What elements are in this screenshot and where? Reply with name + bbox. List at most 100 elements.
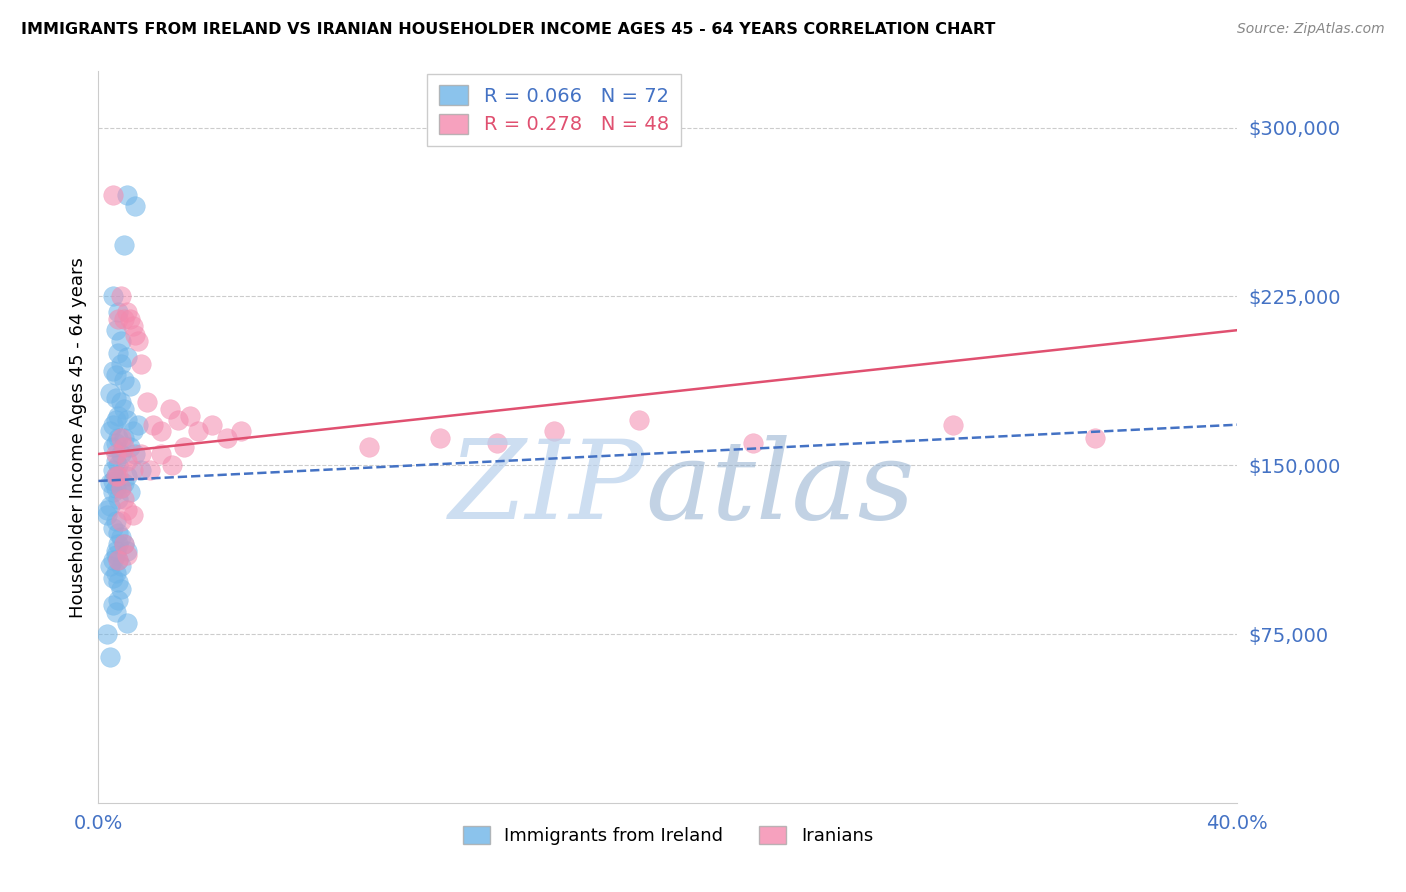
- Point: [101, 474, 124, 488]
- Point: [101, 598, 124, 612]
- Point: [104, 469, 127, 483]
- Point: [101, 188, 124, 202]
- Point: [107, 553, 129, 567]
- Point: [201, 417, 224, 432]
- Point: [115, 188, 138, 202]
- Point: [110, 530, 132, 544]
- Point: [942, 417, 965, 432]
- Point: [104, 548, 127, 562]
- Point: [101, 289, 124, 303]
- Text: Source: ZipAtlas.com: Source: ZipAtlas.com: [1237, 22, 1385, 37]
- Point: [98, 476, 121, 491]
- Point: [115, 469, 138, 483]
- Point: [110, 334, 132, 349]
- Point: [129, 447, 152, 461]
- Text: atlas: atlas: [645, 434, 915, 542]
- Point: [104, 323, 127, 337]
- Point: [107, 593, 129, 607]
- Point: [115, 503, 138, 517]
- Point: [110, 357, 132, 371]
- Point: [98, 559, 121, 574]
- Point: [110, 395, 132, 409]
- Point: [104, 605, 127, 619]
- Point: [121, 463, 143, 477]
- Point: [121, 318, 143, 333]
- Point: [121, 508, 143, 522]
- Point: [173, 440, 195, 454]
- Point: [104, 368, 127, 383]
- Point: [101, 485, 124, 500]
- Point: [104, 453, 127, 467]
- Point: [1084, 431, 1107, 445]
- Point: [98, 425, 121, 439]
- Point: [150, 425, 173, 439]
- Point: [486, 435, 509, 450]
- Point: [150, 447, 173, 461]
- Point: [167, 413, 190, 427]
- Point: [107, 575, 129, 590]
- Point: [112, 476, 135, 491]
- Point: [98, 499, 121, 513]
- Point: [112, 237, 135, 252]
- Point: [742, 435, 765, 450]
- Point: [104, 481, 127, 495]
- Point: [104, 435, 127, 450]
- Point: [628, 413, 651, 427]
- Point: [118, 485, 141, 500]
- Point: [124, 327, 146, 342]
- Text: ZIP: ZIP: [449, 434, 645, 542]
- Point: [543, 425, 565, 439]
- Point: [141, 417, 163, 432]
- Point: [110, 481, 132, 495]
- Point: [107, 431, 129, 445]
- Point: [101, 553, 124, 567]
- Point: [104, 469, 127, 483]
- Y-axis label: Householder Income Ages 45 - 64 years: Householder Income Ages 45 - 64 years: [69, 257, 87, 617]
- Point: [98, 649, 121, 664]
- Point: [127, 334, 149, 349]
- Point: [110, 447, 132, 461]
- Point: [96, 508, 118, 522]
- Point: [112, 401, 135, 416]
- Point: [118, 312, 141, 326]
- Point: [187, 425, 209, 439]
- Point: [107, 409, 129, 423]
- Point: [115, 548, 138, 562]
- Point: [107, 458, 129, 473]
- Point: [104, 566, 127, 581]
- Point: [112, 537, 135, 551]
- Point: [129, 463, 152, 477]
- Point: [115, 350, 138, 364]
- Point: [104, 543, 127, 558]
- Point: [110, 289, 132, 303]
- Point: [107, 345, 129, 359]
- Point: [118, 440, 141, 454]
- Point: [179, 409, 201, 423]
- Point: [104, 391, 127, 405]
- Point: [115, 615, 138, 630]
- Point: [112, 373, 135, 387]
- Point: [229, 425, 252, 439]
- Point: [124, 199, 146, 213]
- Point: [107, 525, 129, 540]
- Point: [110, 481, 132, 495]
- Point: [429, 431, 451, 445]
- Point: [107, 469, 129, 483]
- Point: [129, 357, 152, 371]
- Point: [101, 571, 124, 585]
- Point: [101, 364, 124, 378]
- Point: [101, 440, 124, 454]
- Legend: Immigrants from Ireland, Iranians: Immigrants from Ireland, Iranians: [456, 819, 880, 852]
- Point: [124, 447, 146, 461]
- Point: [118, 379, 141, 393]
- Point: [357, 440, 380, 454]
- Point: [115, 305, 138, 319]
- Point: [159, 401, 181, 416]
- Point: [101, 417, 124, 432]
- Point: [115, 413, 138, 427]
- Point: [107, 305, 129, 319]
- Text: IMMIGRANTS FROM IRELAND VS IRANIAN HOUSEHOLDER INCOME AGES 45 - 64 YEARS CORRELA: IMMIGRANTS FROM IRELAND VS IRANIAN HOUSE…: [21, 22, 995, 37]
- Point: [98, 386, 121, 401]
- Point: [112, 440, 135, 454]
- Point: [104, 515, 127, 529]
